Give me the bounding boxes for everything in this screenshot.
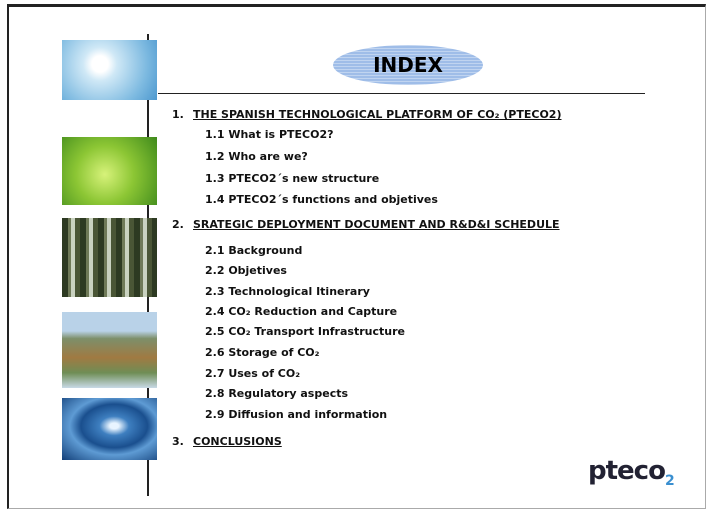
photo bbox=[62, 312, 157, 388]
section-item: 1.1 What is PTECO2? bbox=[205, 128, 333, 141]
section-item: 1.3 PTECO2´s new structure bbox=[205, 172, 379, 185]
title: INDEX bbox=[333, 45, 483, 85]
section-heading: SRATEGIC DEPLOYMENT DOCUMENT AND R&D&I S… bbox=[193, 218, 560, 231]
section-item: 2.9 Diffusion and information bbox=[205, 408, 387, 421]
photo bbox=[62, 218, 157, 297]
logo-text: pteco bbox=[588, 456, 665, 486]
section-item: 2.7 Uses of CO₂ bbox=[205, 367, 300, 380]
logo-sub: 2 bbox=[665, 473, 674, 489]
section-number: 3. bbox=[172, 435, 184, 448]
logo: pteco2 bbox=[588, 456, 674, 489]
section-item: 2.5 CO₂ Transport Infrastructure bbox=[205, 325, 405, 338]
section-item: 2.4 CO₂ Reduction and Capture bbox=[205, 305, 397, 318]
photo bbox=[62, 137, 157, 205]
section-item: 2.3 Technological Itinerary bbox=[205, 285, 370, 298]
section-number: 1. bbox=[172, 108, 184, 121]
section-number: 2. bbox=[172, 218, 184, 231]
slide: INDEX 1. THE SPANISH TECHNOLOGICAL PLATFO… bbox=[0, 0, 713, 515]
section-item: 1.4 PTECO2´s functions and objetives bbox=[205, 193, 438, 206]
section-item: 1.2 Who are we? bbox=[205, 150, 308, 163]
rule bbox=[158, 93, 645, 94]
photo bbox=[62, 40, 157, 100]
section-item: 2.6 Storage of CO₂ bbox=[205, 346, 319, 359]
section-heading: CONCLUSIONS bbox=[193, 435, 282, 448]
photo bbox=[62, 398, 157, 460]
section-item: 2.1 Background bbox=[205, 244, 302, 257]
section-item: 2.2 Objetives bbox=[205, 264, 287, 277]
section-item: 2.8 Regulatory aspects bbox=[205, 387, 348, 400]
section-heading: THE SPANISH TECHNOLOGICAL PLATFORM OF CO… bbox=[193, 108, 562, 121]
